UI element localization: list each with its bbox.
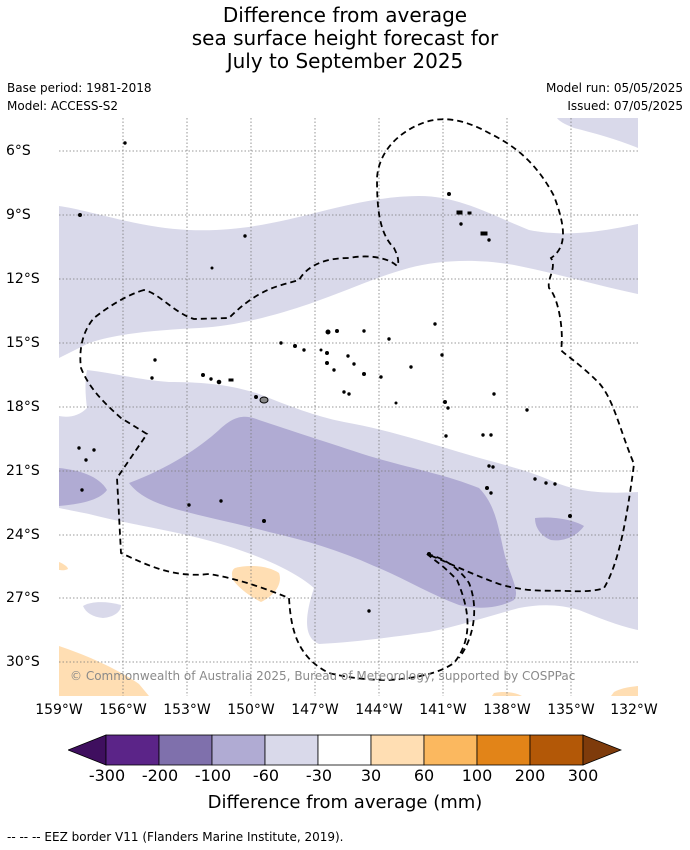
copyright-notice: © Commonwealth of Australia 2025, Bureau… [70,669,576,683]
sea-level-map [59,118,638,696]
anomaly-region-positive-corner [611,686,638,696]
anomaly-region-medium [129,416,517,608]
colorbar-swatch [264,734,319,766]
colorbar-label: -30 [305,766,333,785]
lat-label: 9°S [6,207,31,223]
anomaly-region-medium-east [535,517,584,541]
title-line-1: Difference from average [222,3,468,27]
lon-label: 135°W [547,702,595,718]
lon-label: 147°W [291,702,339,718]
colorbar-label: 60 [413,766,435,785]
map-title: Difference from average sea surface heig… [0,4,690,73]
lat-label: 12°S [6,271,40,287]
colorbar-label: 30 [360,766,382,785]
run-info: Model run: 05/05/2025 Issued: 07/05/2025 [546,79,683,115]
eez-border-french-polynesia [79,118,635,681]
lat-label: 15°S [6,335,40,351]
colorbar-label: -60 [252,766,280,785]
colorbar-swatch [211,734,266,766]
lat-label: 24°S [6,527,40,543]
colorbar [68,734,622,766]
colorbar-swatch [582,734,622,766]
lon-label: 141°W [419,702,467,718]
lon-label: 144°W [355,702,403,718]
lat-label: 21°S [6,463,40,479]
anomaly-region-light-corner [557,118,638,148]
colorbar-swatch [317,734,372,766]
colorbar-swatch [476,734,531,766]
colorbar-label: 100 [461,766,493,785]
colorbar-swatch [529,734,584,766]
anomaly-region-positive-southwest [59,646,149,696]
model-run: Model run: 05/05/2025 [545,81,683,95]
base-period: Base period: 1981-2018 [7,81,152,95]
lon-label: 153°W [163,702,211,718]
colorbar-label: 200 [514,766,546,785]
lon-label: 156°W [99,702,147,718]
issued-date: Issued: 07/05/2025 [567,99,683,113]
colorbar-label: 300 [567,766,599,785]
eez-border-pitcairn [426,553,476,659]
lon-label: 138°W [483,702,531,718]
lon-label: 132°W [610,702,658,718]
lon-label: 150°W [227,702,275,718]
colorbar-swatch [423,734,478,766]
lat-label: 6°S [6,143,31,159]
title-line-2: sea surface height forecast for [191,26,499,50]
eez-borders [79,118,635,681]
anomaly-region-positive-center [231,565,280,602]
lon-label: 159°W [35,702,83,718]
base-info: Base period: 1981-2018 Model: ACCESS-S2 [7,79,152,115]
colorbar-swatch [158,734,213,766]
colorbar-title: Difference from average (mm) [207,792,483,813]
anomaly-region-light-patch [83,602,121,618]
lat-label: 30°S [6,654,40,670]
lat-label: 18°S [6,399,40,415]
islands [77,141,572,613]
colorbar-label: -200 [141,766,179,785]
colorbar-swatch [105,734,160,766]
lat-label: 27°S [6,590,40,606]
anomaly-region-positive-southeast [492,692,522,696]
anomaly-region-light-north [59,196,638,358]
colorbar-label: -100 [194,766,232,785]
colorbar-swatch [370,734,425,766]
anomaly-region-medium-west [59,468,107,506]
anomaly-region-positive-west-edge [59,562,68,571]
eez-footnote: -- -- -- EEZ border V11 (Flanders Marine… [7,830,344,844]
colorbar-label: -300 [88,766,126,785]
model-name: Model: ACCESS-S2 [7,99,119,113]
colorbar-swatch [68,734,107,766]
title-line-3: July to September 2025 [226,49,464,73]
